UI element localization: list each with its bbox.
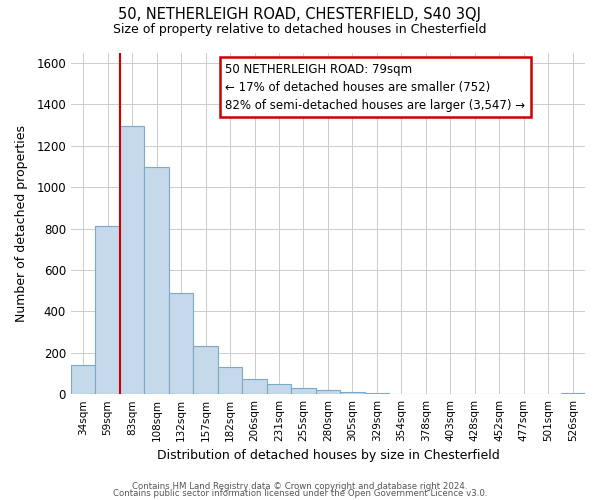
- Bar: [145, 168, 169, 394]
- Bar: [193, 346, 218, 394]
- Bar: [267, 384, 291, 394]
- Bar: [95, 226, 120, 394]
- Bar: [242, 378, 267, 394]
- Text: 50 NETHERLEIGH ROAD: 79sqm
← 17% of detached houses are smaller (752)
82% of sem: 50 NETHERLEIGH ROAD: 79sqm ← 17% of deta…: [225, 63, 525, 112]
- Bar: [71, 365, 95, 394]
- Bar: [120, 126, 145, 394]
- Bar: [365, 393, 389, 394]
- Bar: [291, 388, 316, 394]
- Bar: [560, 392, 585, 394]
- X-axis label: Distribution of detached houses by size in Chesterfield: Distribution of detached houses by size …: [157, 450, 499, 462]
- Y-axis label: Number of detached properties: Number of detached properties: [15, 125, 28, 322]
- Bar: [218, 368, 242, 394]
- Bar: [316, 390, 340, 394]
- Bar: [340, 392, 365, 394]
- Bar: [169, 292, 193, 394]
- Text: Size of property relative to detached houses in Chesterfield: Size of property relative to detached ho…: [113, 22, 487, 36]
- Text: 50, NETHERLEIGH ROAD, CHESTERFIELD, S40 3QJ: 50, NETHERLEIGH ROAD, CHESTERFIELD, S40 …: [119, 8, 482, 22]
- Text: Contains public sector information licensed under the Open Government Licence v3: Contains public sector information licen…: [113, 490, 487, 498]
- Text: Contains HM Land Registry data © Crown copyright and database right 2024.: Contains HM Land Registry data © Crown c…: [132, 482, 468, 491]
